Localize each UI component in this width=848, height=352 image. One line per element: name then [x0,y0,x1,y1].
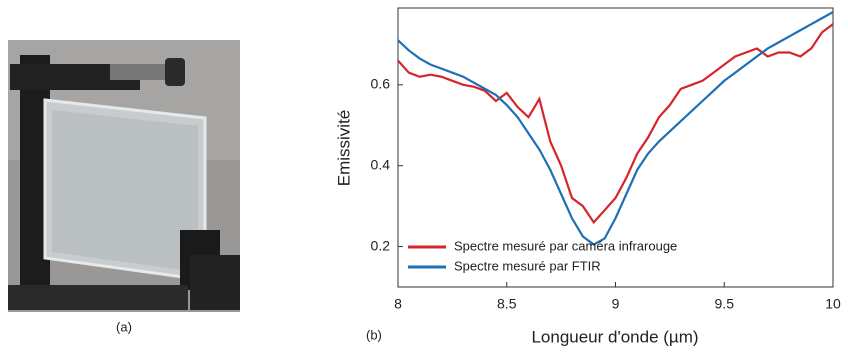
photo [8,40,240,312]
panel-label: (a) [116,319,132,334]
y-tick-label: 0.4 [371,156,391,172]
legend-label: Spectre mesuré par caméra infrarouge [454,238,677,253]
panel-label: (b) [366,327,382,342]
y-axis-label: Emissivité [334,110,353,187]
legend-label: Spectre mesuré par FTIR [454,258,601,273]
x-tick-label: 9 [612,296,620,312]
series-line [397,11,834,246]
x-axis-label: Longueur d'onde (µm) [531,327,698,346]
y-tick-label: 0.2 [371,237,391,253]
x-tick-label: 9.5 [715,296,735,312]
x-tick-label: 10 [825,296,841,312]
y-tick-label: 0.6 [371,76,391,92]
x-tick-label: 8 [394,296,402,312]
series-line [397,23,834,225]
x-tick-label: 8.5 [497,296,517,312]
